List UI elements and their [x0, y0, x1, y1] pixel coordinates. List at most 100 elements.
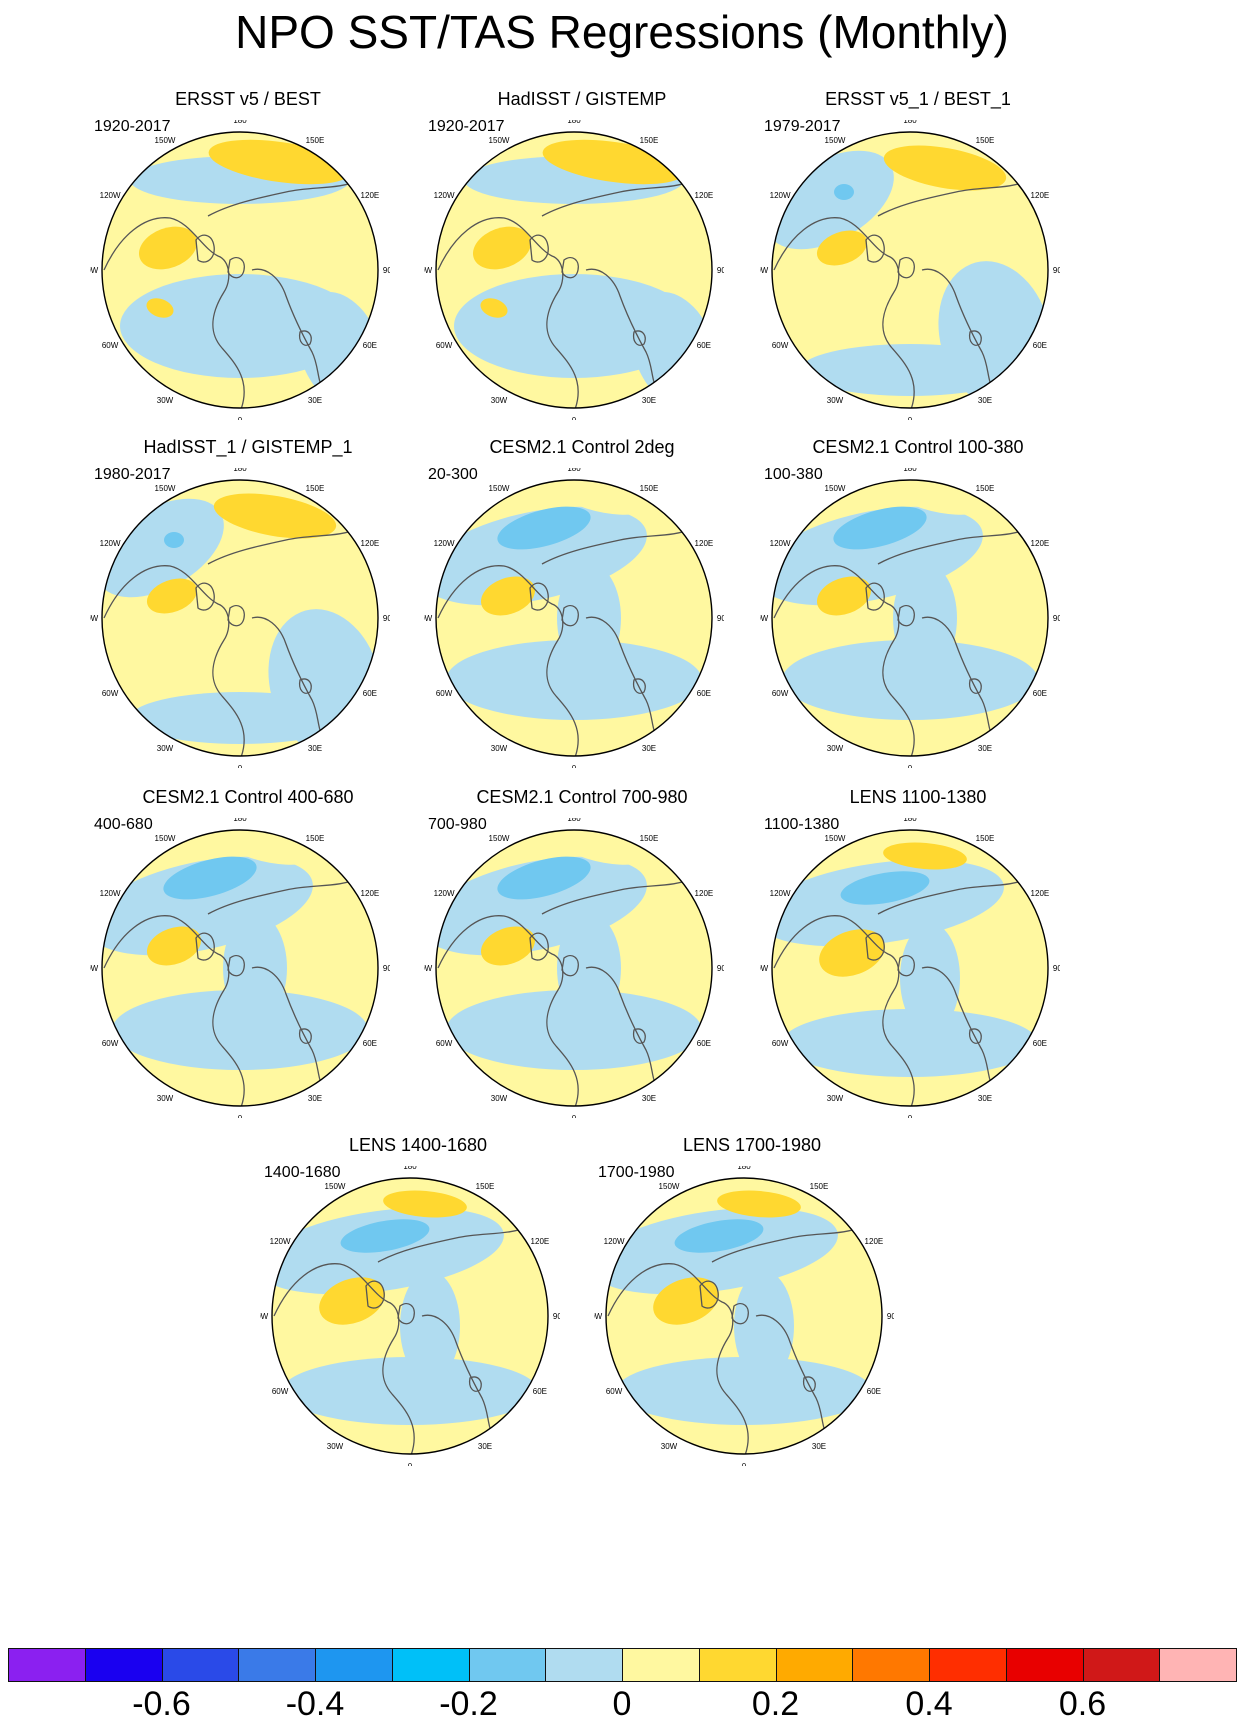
colorbar-swatch [84, 1648, 163, 1682]
longitude-label: 0 [238, 416, 243, 420]
north-america-positive-core [138, 226, 198, 270]
longitude-label: 60W [102, 341, 119, 350]
colorbar-swatch [775, 1648, 854, 1682]
map-border [771, 131, 1049, 409]
longitude-label: 120E [695, 889, 714, 898]
polar-map: 180 150E 120E 90E 60E 30E 0 30W 60W 90W 120W 150W [760, 818, 1060, 1118]
north-pacific-negative-core [163, 856, 257, 900]
longitude-label: 150E [976, 834, 995, 843]
panel-title: CESM2.1 Control 700-980 [476, 787, 688, 807]
longitude-label: 150E [306, 136, 325, 145]
north-america-coastline [437, 565, 579, 756]
europe-coastline [585, 616, 663, 747]
map-border [101, 131, 379, 409]
longitude-label: 30E [978, 1094, 992, 1103]
north-pacific-positive-core [883, 842, 967, 870]
europe-coastline [585, 966, 663, 1097]
north-america-positive-core [816, 576, 872, 616]
eurasia-north-coastline [711, 1225, 865, 1263]
greenland-outline [195, 234, 215, 263]
colorbar-swatch [1005, 1648, 1084, 1682]
arctic-islands-outline [397, 1302, 415, 1325]
longitude-label: 120W [604, 1237, 625, 1246]
coastlines [773, 527, 1031, 756]
map-panel: CESM2.1 Control 100-380 180 150E 120E 90E 60E… [748, 436, 1088, 806]
map-panel: HadISST / GISTEMP 180 150E 120E 90E 60E 30E 0 30… [412, 88, 752, 458]
map-border [771, 829, 1049, 1107]
north-pacific-negative-core [497, 856, 591, 900]
map-border [101, 829, 379, 1107]
panel-period: 1400-1680 [264, 1164, 341, 1181]
panel-period: 1920-2017 [94, 118, 171, 135]
atlantic-positive-spot [480, 298, 508, 318]
longitude-label: 0 [238, 1114, 243, 1118]
longitude-label: 150E [476, 1182, 495, 1191]
longitude-label: 60W [772, 689, 789, 698]
longitude-label: 60E [363, 1039, 377, 1048]
north-pacific-positive-lobe [564, 485, 648, 515]
longitude-label: 120E [1031, 889, 1050, 898]
longitude-label: 30E [812, 1442, 826, 1451]
north-america-positive-core [480, 926, 536, 966]
colorbar-swatch [698, 1648, 777, 1682]
map-panel: LENS 1400-1680 180 150E 120E 90E 60E 30E 0 30W 60… [248, 1134, 588, 1504]
arctic-islands-outline [897, 954, 915, 977]
colorbar-swatch [622, 1648, 700, 1682]
panel-period: 20-300 [428, 466, 478, 483]
europe-coastline [251, 616, 329, 747]
longitude-label: 0 [908, 764, 913, 768]
longitude-label: 0 [908, 1114, 913, 1118]
greenland-outline [865, 932, 885, 961]
longitude-label: 90W [424, 964, 433, 973]
longitude-label: 120E [695, 539, 714, 548]
regression-field [436, 830, 712, 1106]
pacific-negative-spot [834, 184, 854, 200]
longitude-label: 120E [695, 191, 714, 200]
north-america-positive-core [146, 578, 198, 614]
longitude-label: 0 [572, 1114, 577, 1118]
longitude-label: 150W [489, 484, 510, 493]
north-america-coastline [773, 565, 915, 756]
coastlines [437, 877, 695, 1106]
polar-map: 180 150E 120E 90E 60E 30E 0 30W 60W 90W 120W 150W [424, 120, 724, 420]
longitude-label: 60E [363, 689, 377, 698]
colorbar-swatch [161, 1648, 240, 1682]
longitude-label: 60W [102, 1039, 119, 1048]
colorbar-swatch [545, 1648, 623, 1682]
coastlines [607, 1225, 865, 1454]
longitude-label: 60E [1033, 1039, 1047, 1048]
colorbar-tick-label: -0.6 [132, 1685, 191, 1723]
caspian-outline [298, 1028, 312, 1044]
eurasia-north-coastline [541, 179, 695, 217]
panel-title: HadISST / GISTEMP [497, 89, 667, 109]
longitude-label: 90E [1053, 614, 1060, 623]
longitude-label: 120W [100, 889, 121, 898]
longitude-label: 0 [408, 1462, 413, 1466]
longitude-label: 60E [1033, 341, 1047, 350]
longitude-label: 90W [90, 614, 99, 623]
longitude-label: 90E [553, 1312, 560, 1321]
caspian-outline [298, 678, 312, 694]
longitude-label: 30E [978, 744, 992, 753]
coastlines [103, 877, 361, 1106]
longitude-label: 30W [157, 396, 174, 405]
longitude-label: 30W [491, 396, 508, 405]
panel-title: LENS 1400-1680 [348, 1135, 488, 1155]
longitude-label: 150W [659, 1182, 680, 1191]
regression-field [436, 480, 712, 756]
eurasia-north-coastline [207, 877, 361, 915]
atlantic-negative-band [130, 692, 350, 744]
panel-title: HadISST_1 / GISTEMP_1 [143, 437, 353, 457]
north-america-coastline [273, 1263, 415, 1454]
europe-coastline [921, 616, 999, 747]
colorbar-tick-label: -0.4 [285, 1685, 345, 1723]
greenland-outline [699, 1280, 719, 1309]
europe-coastline [585, 268, 663, 399]
longitude-label: 30E [308, 1094, 322, 1103]
map-panel: HadISST_1 / GISTEMP_1 180 150E 120E 90E 60E 30… [78, 436, 418, 806]
longitude-label: 30E [642, 396, 656, 405]
coastlines [273, 1225, 531, 1454]
longitude-label: 120W [770, 539, 791, 548]
map-border [435, 131, 713, 409]
longitude-label: 90W [760, 614, 769, 623]
